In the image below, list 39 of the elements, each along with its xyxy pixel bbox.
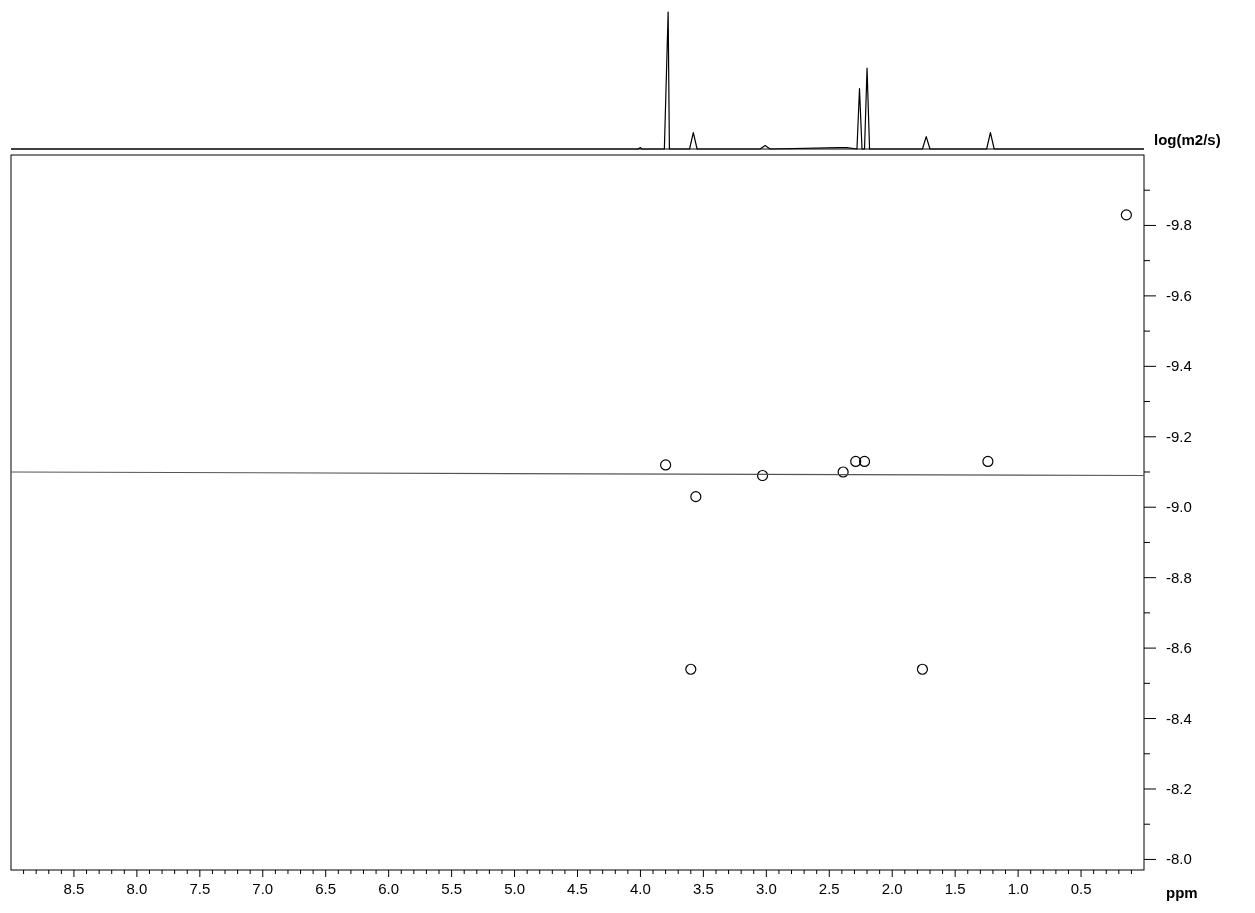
point bbox=[850, 455, 862, 468]
x-tick-label: 4.0 bbox=[630, 880, 651, 897]
x-tick-label: 1.5 bbox=[944, 880, 966, 897]
y-axis-title: log(m2/s) bbox=[1154, 131, 1221, 148]
x-tick-label: 2.5 bbox=[818, 880, 840, 897]
point bbox=[685, 663, 697, 675]
point bbox=[858, 455, 871, 468]
y-tick-label: -9.8 bbox=[1166, 216, 1192, 234]
x-tick-label: 7.0 bbox=[252, 880, 274, 897]
point bbox=[756, 469, 769, 482]
y-tick-label: -8.4 bbox=[1166, 709, 1192, 727]
y-tick-label: -8.6 bbox=[1166, 639, 1192, 657]
x-tick-label: 6.0 bbox=[378, 880, 400, 897]
y-tick-label: -8.2 bbox=[1166, 779, 1192, 797]
x-tick-label: 3.0 bbox=[755, 880, 777, 897]
y-tick-label: -9.4 bbox=[1166, 357, 1192, 375]
x-tick-label: 2.0 bbox=[881, 880, 903, 897]
y-tick-label: -8.0 bbox=[1166, 850, 1192, 868]
x-axis-title: ppm bbox=[1166, 884, 1198, 901]
x-tick-label: 5.0 bbox=[504, 880, 525, 897]
x-tick-label: 6.5 bbox=[315, 880, 337, 897]
y-tick-label: -9.2 bbox=[1166, 427, 1192, 445]
x-tick-label: 5.5 bbox=[441, 880, 463, 897]
y-tick-label: -9.6 bbox=[1166, 286, 1192, 304]
point bbox=[916, 663, 929, 675]
point bbox=[1120, 209, 1132, 221]
x-tick-label: 8.0 bbox=[126, 880, 148, 897]
point bbox=[837, 466, 849, 478]
x-tick-label: 4.5 bbox=[567, 880, 588, 897]
point bbox=[660, 459, 672, 471]
point bbox=[982, 455, 994, 468]
x-tick-label: 3.5 bbox=[692, 880, 714, 897]
point bbox=[690, 491, 702, 503]
x-tick-label: 0.5 bbox=[1070, 880, 1092, 897]
y-tick-label: -9.0 bbox=[1166, 498, 1192, 516]
y-tick-label: -8.8 bbox=[1166, 568, 1192, 586]
x-tick-label: 7.5 bbox=[189, 880, 211, 897]
x-tick-label: 1.0 bbox=[1007, 880, 1029, 897]
x-tick-label: 8.5 bbox=[63, 880, 85, 897]
